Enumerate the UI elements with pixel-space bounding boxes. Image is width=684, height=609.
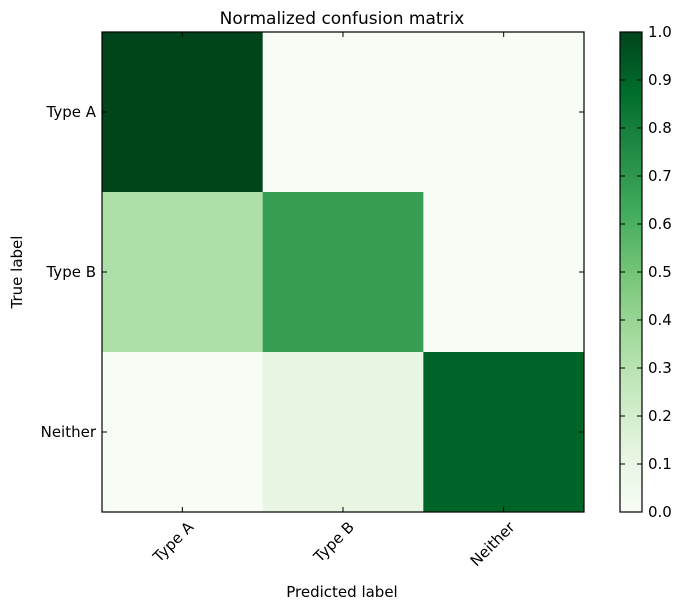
colorbar-tick-label: 0.8 — [648, 119, 672, 137]
heatmap-cell-0-1 — [262, 32, 424, 193]
y-tick-label: Type A — [46, 103, 97, 121]
heatmap-cell-2-1 — [262, 352, 424, 513]
heatmap-cell-2-2 — [423, 352, 585, 513]
y-tick-label: Neither — [41, 423, 97, 441]
colorbar-tick-label: 0.4 — [648, 311, 672, 329]
colorbar-tick-label: 0.5 — [648, 263, 672, 281]
colorbar-tick-label: 0.7 — [648, 167, 672, 185]
heatmap-cell-0-2 — [423, 32, 585, 193]
heatmap-cell-1-1 — [262, 192, 424, 353]
heatmap-cell-2-0 — [102, 352, 264, 513]
colorbar-ticks: 0.0 0.1 0.2 0.3 0.4 0.5 0.6 0.7 0.8 0.9 1.0 — [620, 23, 672, 521]
colorbar-tick-label: 0.9 — [648, 71, 672, 89]
x-tick-label: Neither — [467, 518, 519, 570]
colorbar-tick-label: 0.0 — [648, 503, 672, 521]
x-tick-label: Type B — [309, 518, 357, 566]
x-tick-label: Type A — [149, 518, 198, 567]
colorbar-tick-label: 0.3 — [648, 359, 672, 377]
colorbar-tick-label: 0.1 — [648, 455, 672, 473]
chart-title: Normalized confusion matrix — [220, 9, 465, 29]
y-axis-label: True label — [8, 236, 26, 310]
heatmap-cell-1-0 — [102, 192, 264, 353]
colorbar-tick-label: 0.6 — [648, 215, 672, 233]
heatmap-cells — [102, 32, 585, 513]
heatmap-cell-1-2 — [423, 192, 585, 353]
colorbar-tick-label: 1.0 — [648, 23, 672, 41]
x-axis-label: Predicted label — [286, 583, 397, 601]
heatmap-cell-0-0 — [102, 32, 264, 193]
colorbar-gradient — [620, 32, 642, 512]
colorbar-tick-label: 0.2 — [648, 407, 672, 425]
y-tick-label: Type B — [45, 263, 96, 281]
